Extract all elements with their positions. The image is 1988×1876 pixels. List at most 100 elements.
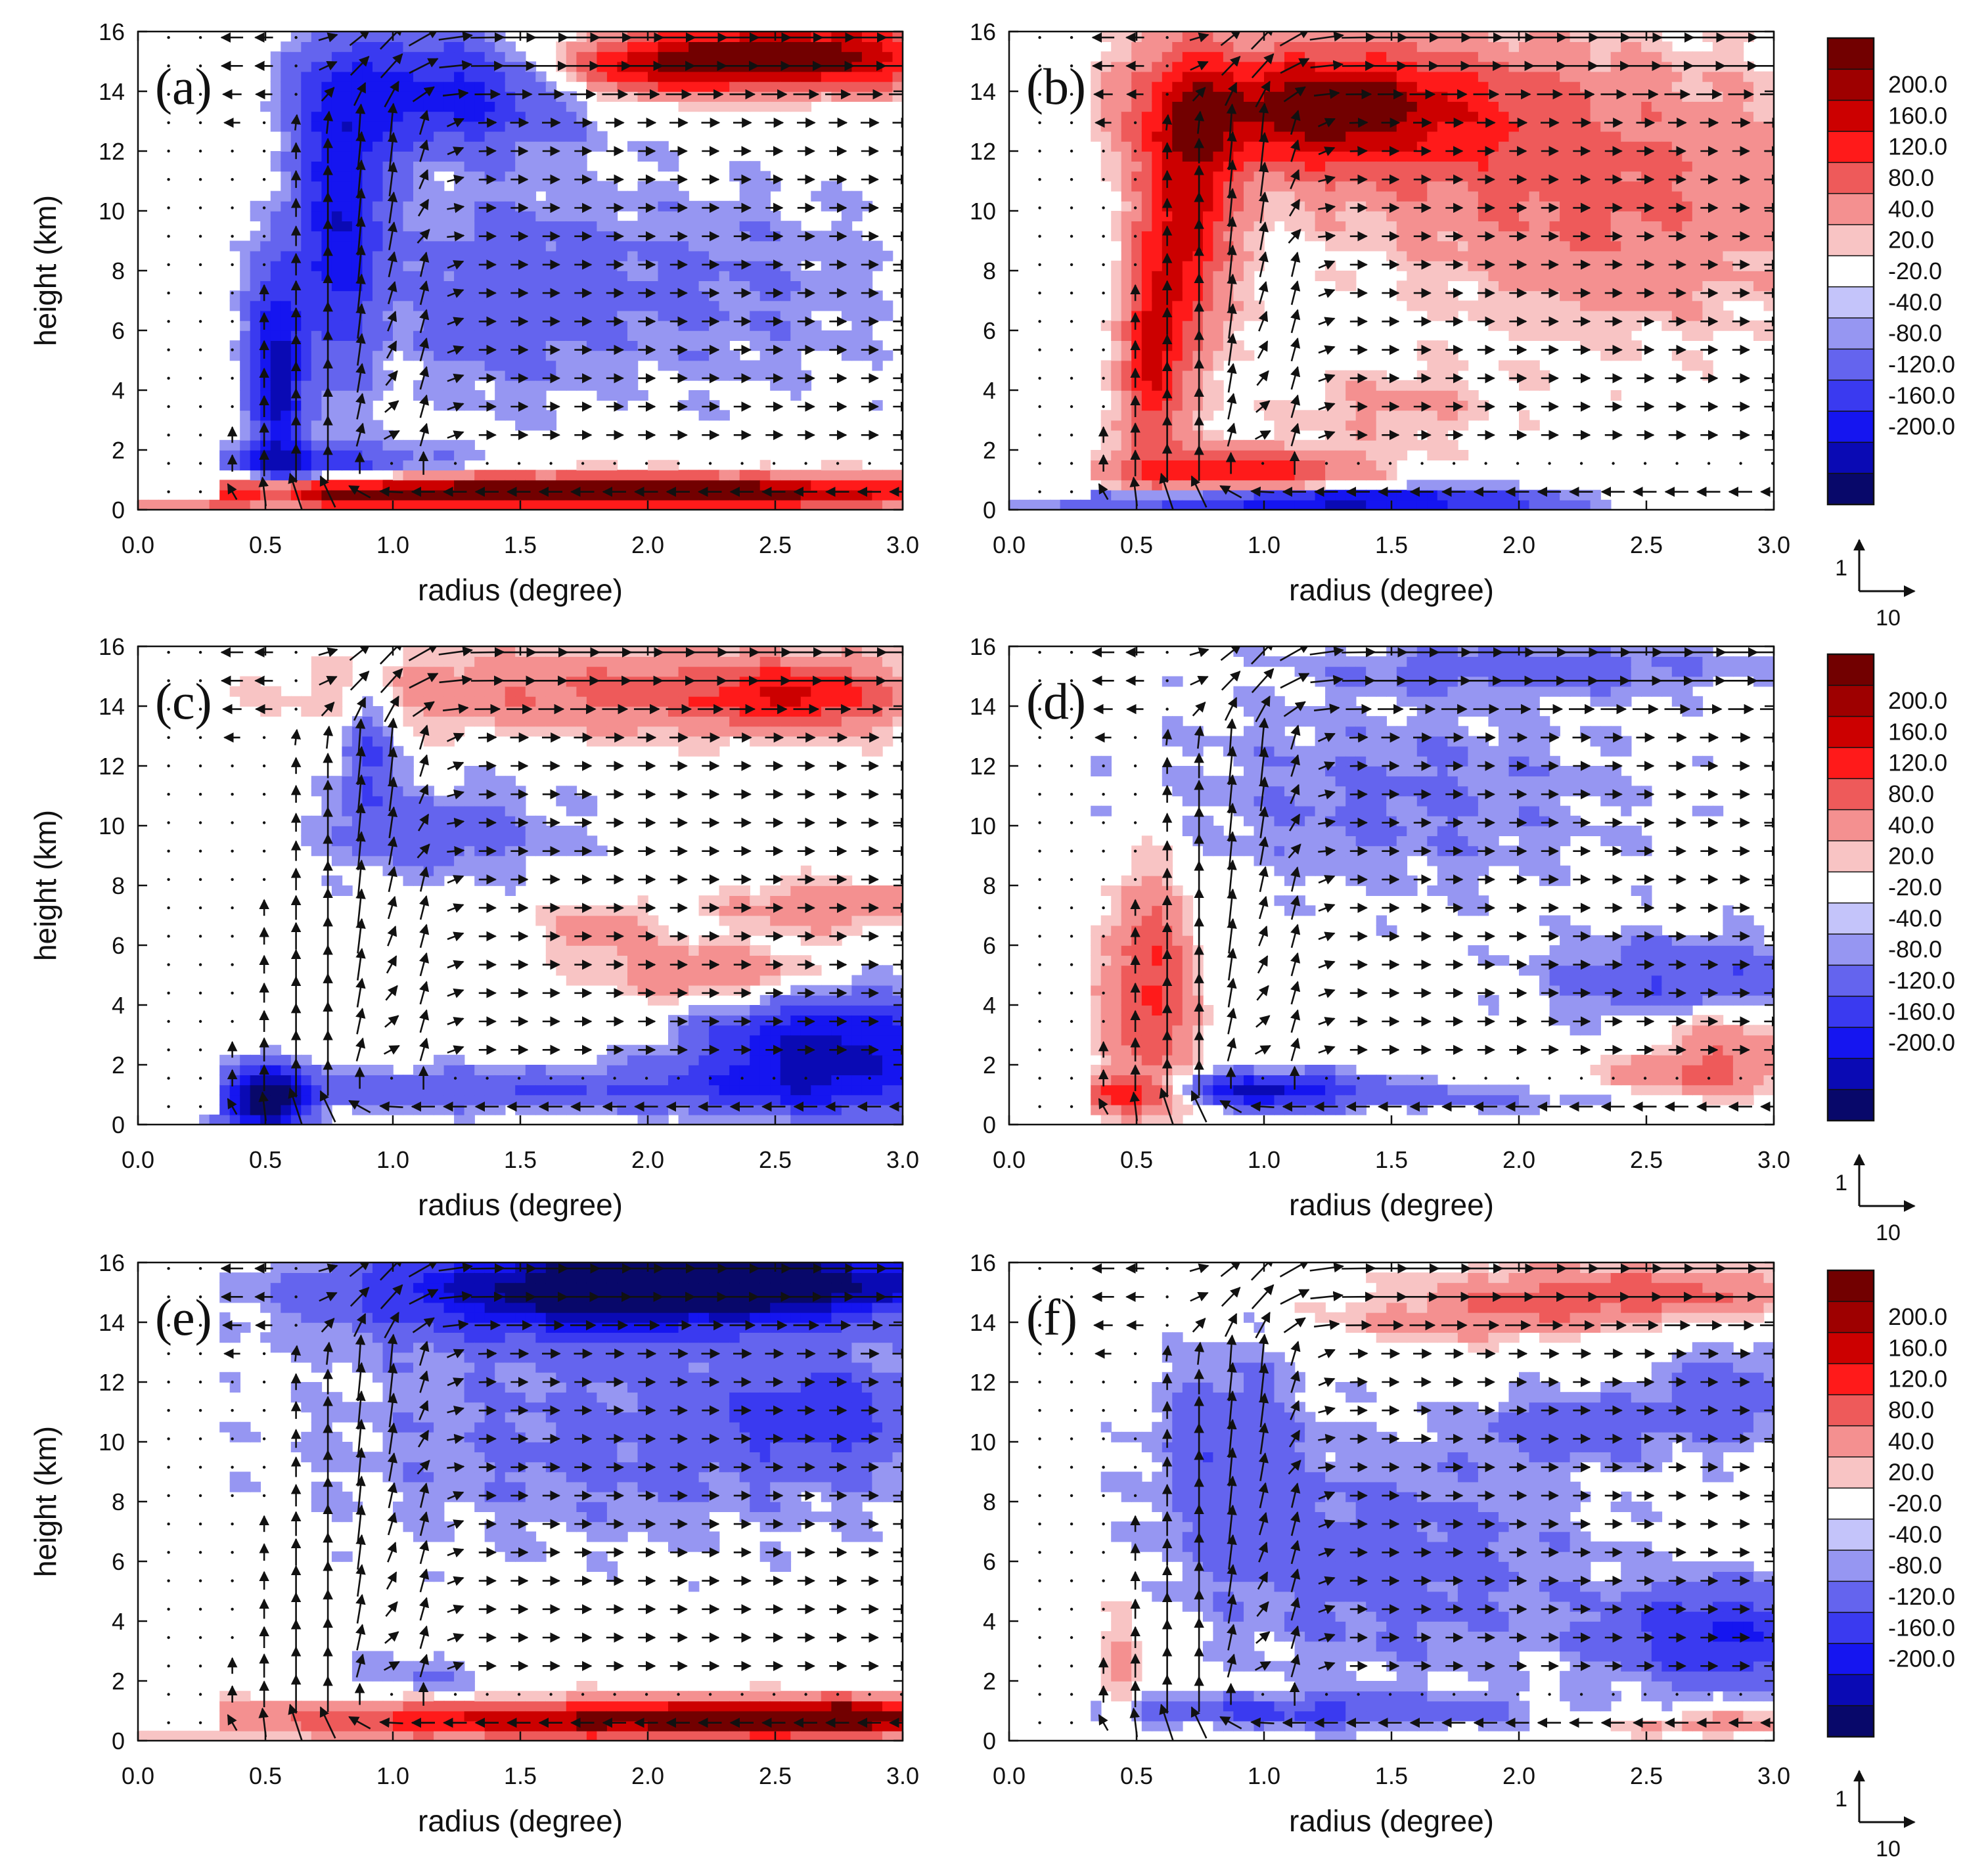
shading: [1009, 1262, 1774, 1741]
colorbar-label: 200.0: [1888, 687, 1947, 714]
x-tick-label: 1.5: [504, 531, 537, 558]
colorbar-label: 160.0: [1888, 718, 1947, 745]
y-tick-label: 0: [983, 1728, 996, 1754]
colorbar-swatch: [1828, 685, 1874, 717]
panel-label: (a): [155, 58, 212, 115]
x-tick-label: 1.0: [376, 1762, 409, 1789]
colorbar-label: 20.0: [1888, 227, 1934, 254]
colorbar-label: 80.0: [1888, 1396, 1934, 1423]
panel-f: 0.0 0.5 1.0 1.5 2.0 2.5 3.0 0 2 4 6 8 10 12 14 16 (f) rad…: [970, 1249, 1790, 1838]
reference-vector: 1 10: [1835, 1153, 1916, 1245]
shading: [1009, 646, 1774, 1125]
y-tick-label: 6: [112, 317, 125, 344]
ref-vertical-label: 1: [1835, 556, 1847, 581]
x-tick-label: 1.0: [1248, 531, 1280, 558]
colorbar-label: -80.0: [1888, 936, 1942, 963]
colorbar-swatch: [1828, 225, 1874, 256]
colorbar-swatch: [1828, 934, 1874, 966]
colorbar-swatch: [1828, 1089, 1874, 1121]
colorbar-label: -120.0: [1888, 1583, 1955, 1610]
colorbar-swatch: [1828, 748, 1874, 779]
colorbar-swatch: [1828, 411, 1874, 443]
y-tick-label: 0: [112, 497, 125, 524]
colorbar-swatch: [1828, 654, 1874, 686]
y-tick-label: 2: [112, 1668, 125, 1695]
y-tick-label: 16: [99, 1249, 125, 1276]
y-tick-label: 14: [99, 78, 125, 105]
colorbar-swatch: [1828, 131, 1874, 163]
y-tick-label: 10: [970, 813, 996, 839]
colorbar-label: 80.0: [1888, 780, 1934, 807]
y-tick-label: 4: [983, 1608, 996, 1635]
colorbar-swatch: [1828, 1058, 1874, 1090]
x-tick-label: 2.5: [759, 1146, 792, 1173]
colorbar-swatch: [1828, 1674, 1874, 1707]
y-tick-label: 10: [99, 1429, 125, 1456]
x-tick-label: 0.5: [249, 1762, 282, 1789]
y-tick-label: 12: [99, 753, 125, 780]
y-tick-label: 16: [970, 18, 996, 45]
y-tick-label: 14: [970, 1309, 996, 1336]
y-tick-label: 12: [970, 138, 996, 165]
colorbar-label: 160.0: [1888, 102, 1947, 129]
x-tick-label: 1.0: [376, 1146, 409, 1173]
colorbar-swatch: [1828, 256, 1874, 288]
y-tick-label: 12: [970, 753, 996, 780]
ref-horizontal-label: 10: [1876, 1220, 1901, 1245]
x-tick-label: 2.5: [1630, 1762, 1663, 1789]
x-tick-label: 2.5: [1630, 531, 1663, 558]
colorbar-swatch: [1828, 778, 1874, 811]
y-tick-label: 8: [112, 872, 125, 899]
y-tick-label: 12: [99, 138, 125, 165]
x-tick-label: 1.0: [1248, 1146, 1280, 1173]
colorbar-label: -80.0: [1888, 1552, 1942, 1579]
x-tick-label: 0.0: [122, 531, 154, 558]
x-tick-label: 0.5: [249, 531, 282, 558]
colorbar: 200.0 160.0 120.0 80.0 40.0 20.0 -20.0 -40.0 -80…: [1826, 37, 1955, 506]
y-axis-label: height (km): [28, 195, 62, 346]
colorbar-swatch: [1828, 1332, 1874, 1364]
colorbar-swatch: [1828, 1705, 1874, 1737]
x-tick-label: 1.5: [504, 1146, 537, 1173]
wind-vectors: [167, 1262, 903, 1741]
colorbar-swatch: [1828, 965, 1874, 997]
colorbar-label: 120.0: [1888, 749, 1947, 776]
colorbar-label: -80.0: [1888, 320, 1942, 347]
y-tick-label: 2: [112, 437, 125, 464]
x-axis-label: radius (degree): [418, 1804, 623, 1838]
colorbar-swatch: [1828, 1488, 1874, 1520]
y-tick-label: 0: [983, 497, 996, 524]
y-tick-label: 6: [112, 932, 125, 959]
colorbar-swatch: [1828, 1612, 1874, 1644]
y-tick-label: 16: [99, 18, 125, 45]
y-tick-label: 14: [970, 78, 996, 105]
panel-d: 0.0 0.5 1.0 1.5 2.0 2.5 3.0 0 2 4 6 8 10 12 14 16 (d) rad…: [970, 633, 1790, 1222]
x-tick-label: 0.0: [993, 531, 1026, 558]
colorbar-swatch: [1828, 903, 1874, 935]
colorbar-label: 200.0: [1888, 1303, 1947, 1330]
y-tick-label: 2: [983, 1052, 996, 1079]
colorbar-swatch: [1828, 1457, 1874, 1488]
panel-label: (c): [155, 673, 212, 730]
ref-horizontal-label: 10: [1876, 606, 1901, 631]
y-tick-label: 4: [983, 377, 996, 404]
y-tick-label: 6: [983, 1548, 996, 1575]
colorbar-swatch: [1828, 162, 1874, 194]
ref-vertical-label: 1: [1835, 1171, 1847, 1195]
x-tick-label: 2.0: [631, 531, 664, 558]
y-axis-label: height (km): [28, 810, 62, 961]
colorbar: 200.0 160.0 120.0 80.0 40.0 20.0 -20.0 -40.0 -80…: [1826, 1269, 1955, 1738]
colorbar-swatch: [1828, 38, 1874, 70]
colorbar-swatch: [1828, 809, 1874, 841]
ref-horizontal-label: 10: [1876, 1837, 1901, 1862]
colorbar-swatch: [1828, 69, 1874, 101]
y-tick-label: 8: [983, 1488, 996, 1515]
y-tick-label: 0: [112, 1111, 125, 1138]
colorbar: 200.0 160.0 120.0 80.0 40.0 20.0 -20.0 -40.0 -80…: [1826, 653, 1955, 1122]
x-tick-label: 3.0: [1757, 531, 1790, 558]
colorbar-swatch: [1828, 1270, 1874, 1302]
colorbar-label: 40.0: [1888, 811, 1934, 838]
x-tick-label: 1.5: [1375, 1146, 1408, 1173]
colorbar-label: -20.0: [1888, 1490, 1942, 1517]
shading: [138, 646, 903, 1125]
